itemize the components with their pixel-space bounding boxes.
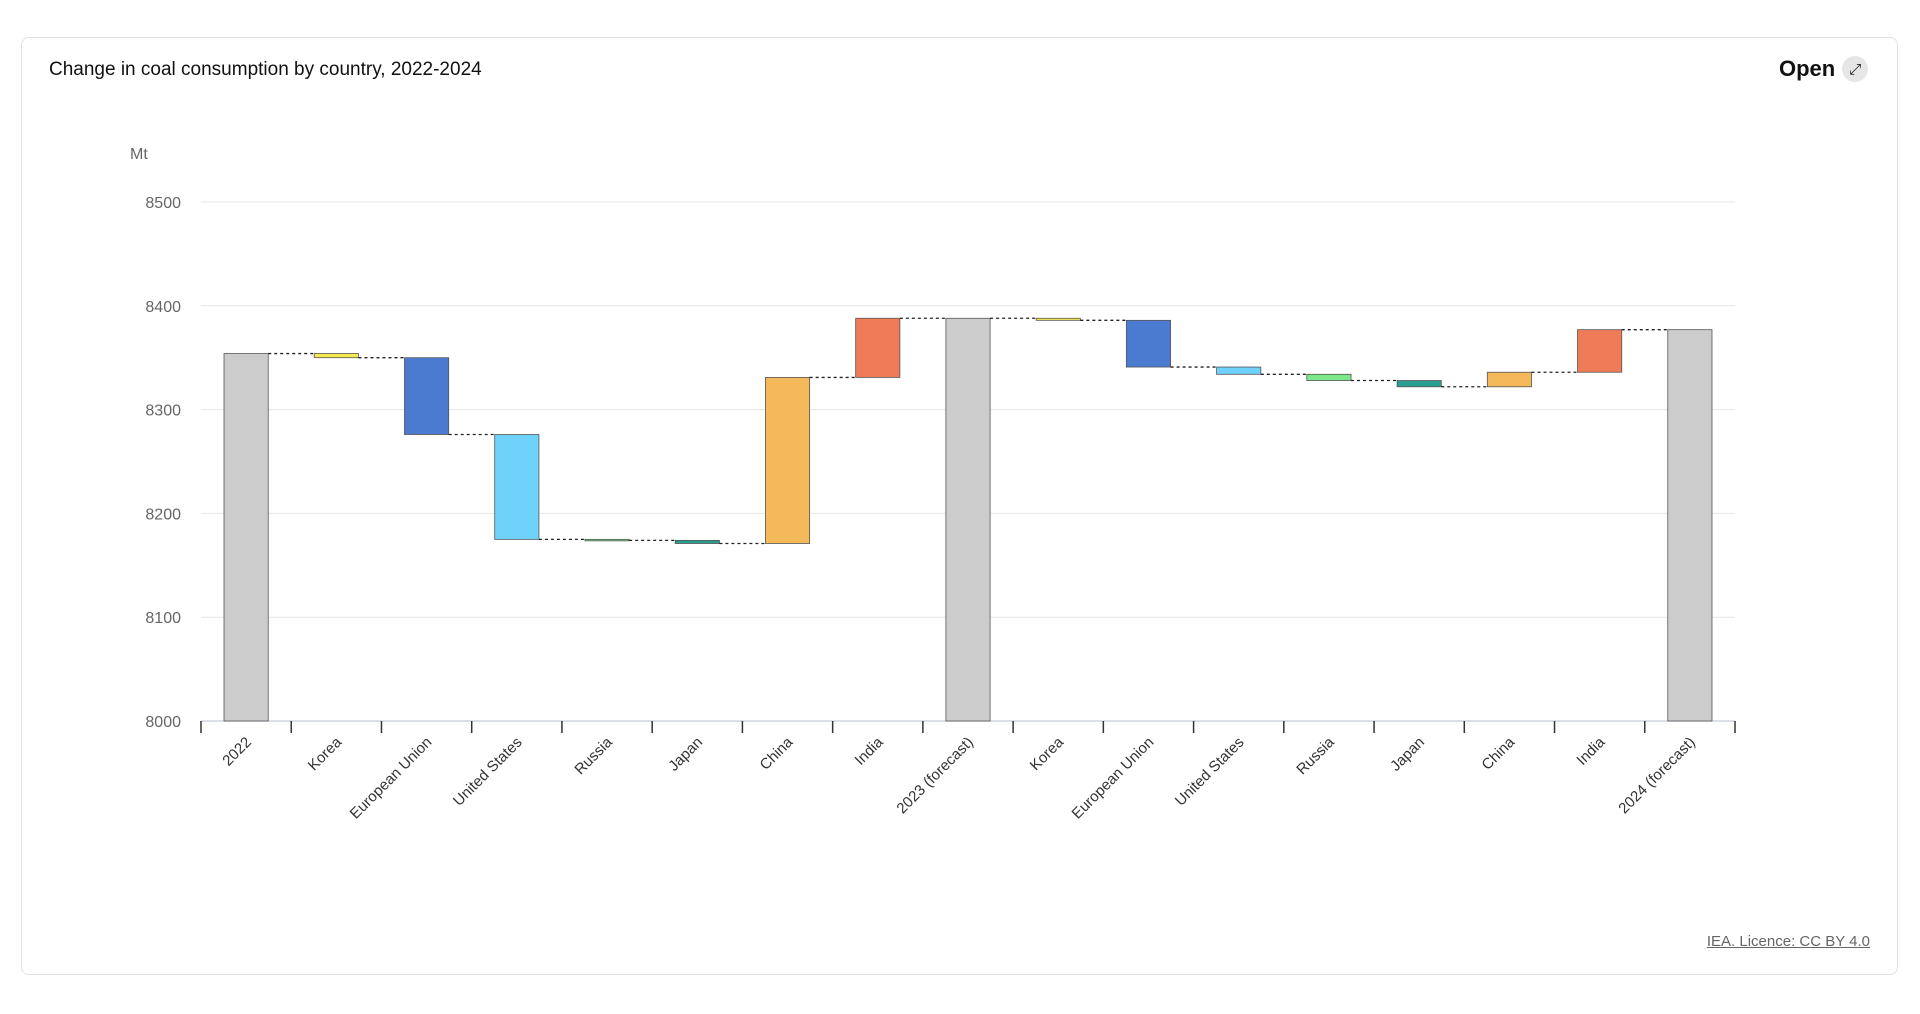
licence-link[interactable]: IEA. Licence: CC BY 4.0 xyxy=(1706,933,1870,950)
x-tick-label: United States xyxy=(450,734,526,810)
bar-china xyxy=(765,377,811,544)
x-tick-label: Russia xyxy=(571,733,616,778)
bar-korea xyxy=(1035,317,1081,321)
y-tick-label: 8200 xyxy=(145,506,181,523)
bar-european-union xyxy=(404,357,450,435)
x-tick-label: Korea xyxy=(305,733,346,774)
bar-2024-forecast- xyxy=(1667,329,1713,722)
y-tick-label: 8000 xyxy=(145,714,181,731)
chart-card xyxy=(21,37,1898,975)
y-axis-label: Mt xyxy=(130,146,148,163)
bar-united-states xyxy=(1216,366,1262,375)
y-tick-label: 8300 xyxy=(145,403,181,420)
bar-korea xyxy=(313,353,359,359)
x-tick-label: United States xyxy=(1172,734,1248,810)
open-label: Open xyxy=(1779,56,1836,81)
x-tick-label: China xyxy=(1478,733,1518,773)
chart-title: Change in coal consumption by country, 2… xyxy=(49,59,482,80)
bar-united-states xyxy=(494,434,540,540)
x-tick-label: European Union xyxy=(1069,734,1158,823)
x-tick-label: Japan xyxy=(665,734,706,775)
x-tick-label: 2022 xyxy=(219,734,255,770)
x-tick-label: India xyxy=(852,733,887,768)
x-tick-label: India xyxy=(1573,733,1608,768)
bar-european-union xyxy=(1125,319,1171,368)
x-tick-label: European Union xyxy=(347,734,436,823)
expand-arrow-icon: ⤢ xyxy=(1842,56,1869,82)
bar-china xyxy=(1486,371,1532,388)
y-tick-label: 8400 xyxy=(145,299,181,316)
bar-russia xyxy=(584,538,630,542)
y-tick-label: 8100 xyxy=(145,610,181,627)
open-button[interactable]: Open ⤢ xyxy=(1779,56,1869,82)
bar-russia xyxy=(1306,373,1352,381)
x-tick-label: 2024 (forecast) xyxy=(1615,734,1698,817)
bar-2022 xyxy=(223,353,269,722)
bar-japan xyxy=(1396,380,1442,388)
y-tick-label: 8500 xyxy=(145,195,181,212)
bar-2023-forecast- xyxy=(945,317,991,722)
bar-japan xyxy=(674,539,720,544)
x-tick-label: Japan xyxy=(1387,734,1428,775)
x-tick-label: Russia xyxy=(1293,733,1338,778)
x-tick-label: Korea xyxy=(1027,733,1068,774)
x-tick-label: China xyxy=(757,733,797,773)
bar-india xyxy=(855,317,901,378)
bar-india xyxy=(1577,329,1623,373)
x-tick-label: 2023 (forecast) xyxy=(893,734,976,817)
